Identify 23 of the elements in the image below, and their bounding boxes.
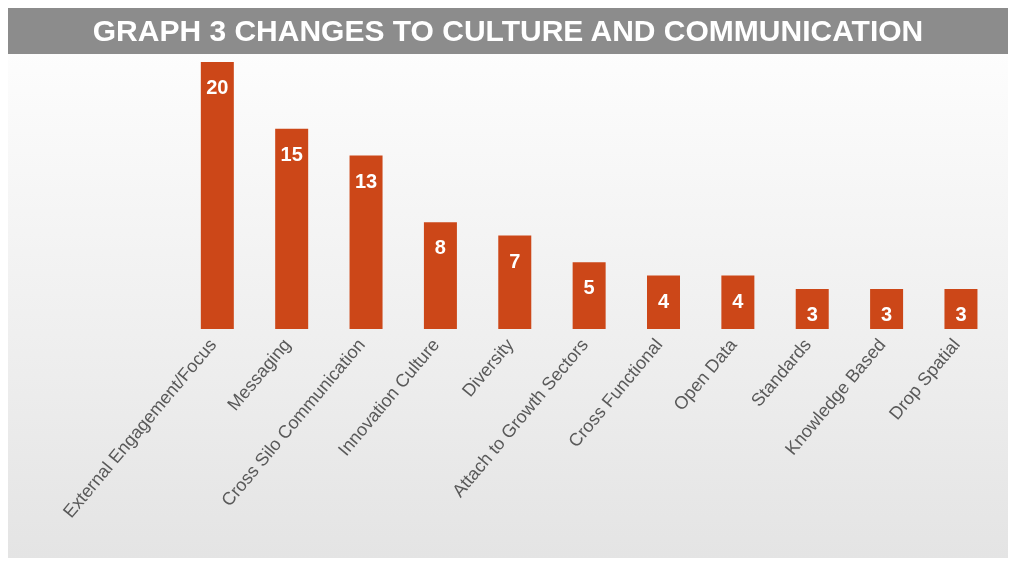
bar — [275, 128, 309, 329]
bar — [498, 235, 532, 329]
data-label: 15 — [280, 142, 303, 165]
data-label: 8 — [434, 236, 446, 259]
data-label: 4 — [732, 289, 745, 312]
bar — [423, 222, 457, 329]
bar — [944, 288, 978, 329]
bar — [200, 62, 234, 329]
data-label: 3 — [955, 303, 967, 326]
bar — [647, 275, 680, 329]
data-label: 5 — [583, 276, 595, 299]
data-label: 3 — [881, 303, 893, 326]
bar — [349, 155, 383, 329]
bar — [870, 288, 904, 329]
data-label: 7 — [509, 249, 521, 272]
chart-title: GRAPH 3 CHANGES TO CULTURE AND COMMUNICATION — [8, 8, 1008, 54]
data-label: 13 — [354, 169, 378, 192]
bar — [795, 288, 829, 329]
bar — [572, 262, 606, 329]
data-label: 20 — [206, 76, 229, 99]
data-label: 3 — [806, 303, 818, 326]
bar — [721, 275, 755, 329]
data-label: 4 — [657, 289, 670, 312]
